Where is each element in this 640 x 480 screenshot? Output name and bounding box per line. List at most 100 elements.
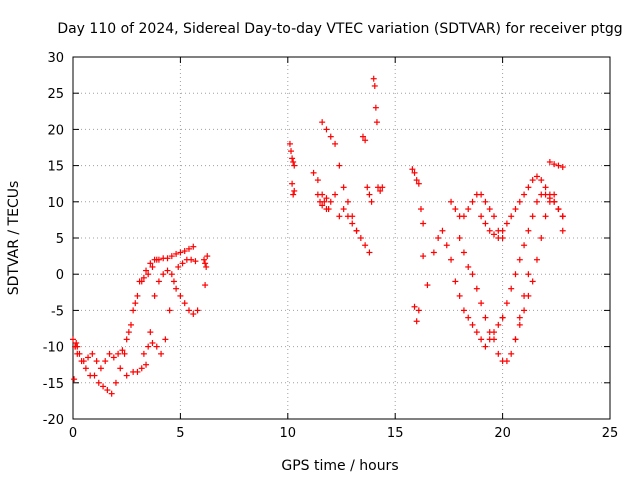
data-point — [349, 213, 356, 220]
y-tick-label: 10 — [47, 196, 64, 211]
data-point — [491, 336, 498, 343]
data-point — [323, 195, 330, 202]
data-point — [415, 180, 422, 187]
data-point — [366, 191, 373, 198]
data-point — [372, 104, 379, 111]
data-point — [559, 227, 566, 234]
data-point — [130, 307, 137, 314]
data-point — [525, 227, 532, 234]
data-point — [91, 372, 98, 379]
data-point — [332, 140, 339, 147]
data-point — [516, 198, 523, 205]
data-point — [559, 213, 566, 220]
y-tick-label: 0 — [56, 268, 64, 283]
data-point — [203, 263, 210, 270]
data-point — [499, 314, 506, 321]
data-point — [175, 263, 182, 270]
x-tick-label: 5 — [176, 426, 184, 441]
data-point — [106, 350, 113, 357]
data-point — [164, 267, 171, 274]
data-point — [516, 314, 523, 321]
data-point — [185, 245, 192, 252]
data-point — [185, 307, 192, 314]
data-point — [164, 255, 171, 262]
data-point — [202, 260, 209, 267]
data-point — [478, 191, 485, 198]
data-point — [138, 365, 145, 372]
data-point — [533, 198, 540, 205]
data-point — [420, 253, 427, 260]
data-point — [533, 256, 540, 263]
data-point — [151, 292, 158, 299]
data-point — [89, 350, 96, 357]
data-point — [482, 198, 489, 205]
data-point — [117, 365, 124, 372]
data-point — [555, 206, 562, 213]
data-point — [74, 350, 81, 357]
data-point — [452, 206, 459, 213]
data-point — [123, 372, 130, 379]
data-point — [173, 250, 180, 257]
data-point — [192, 258, 199, 265]
data-point — [188, 256, 195, 263]
data-point — [491, 231, 498, 238]
data-point — [508, 285, 515, 292]
data-point — [202, 282, 209, 289]
data-point — [289, 155, 296, 162]
data-point — [153, 256, 160, 263]
y-tick-label: 30 — [47, 51, 64, 66]
data-point — [495, 321, 502, 328]
data-point — [71, 376, 78, 383]
data-point — [149, 339, 156, 346]
data-point — [469, 198, 476, 205]
data-point — [349, 220, 356, 227]
data-point — [417, 206, 424, 213]
data-point — [319, 202, 326, 209]
data-point — [325, 206, 332, 213]
data-point — [456, 235, 463, 241]
data-point — [529, 213, 536, 220]
data-point — [112, 379, 119, 386]
data-point — [362, 242, 369, 249]
data-point — [529, 177, 536, 184]
data-point — [551, 191, 558, 198]
data-point — [145, 271, 152, 278]
data-point — [538, 177, 545, 184]
data-point — [443, 242, 450, 249]
x-tick-label: 20 — [494, 426, 511, 441]
data-point — [542, 191, 549, 198]
data-point — [559, 164, 566, 171]
data-point — [516, 256, 523, 263]
data-point — [336, 162, 343, 169]
data-point — [291, 162, 298, 169]
data-point — [288, 148, 295, 155]
data-point — [460, 249, 467, 256]
data-point — [413, 318, 420, 325]
y-axis-label: SDTVAR / TECUs — [6, 181, 22, 296]
data-point — [70, 336, 76, 343]
data-point — [153, 343, 160, 350]
data-point — [140, 350, 147, 357]
data-point — [546, 198, 553, 205]
data-point — [411, 303, 418, 310]
data-point — [551, 161, 558, 168]
data-point — [538, 235, 545, 241]
data-point — [121, 350, 128, 357]
data-point — [123, 336, 130, 343]
data-point — [512, 206, 519, 213]
data-point — [465, 314, 472, 321]
data-point — [357, 235, 364, 241]
data-point — [516, 321, 523, 328]
data-point — [323, 126, 330, 133]
data-point — [319, 119, 326, 126]
data-point — [344, 198, 351, 205]
data-point — [482, 343, 489, 350]
data-point — [473, 329, 480, 336]
data-point — [371, 82, 378, 89]
data-point — [503, 300, 510, 307]
y-tick-label: -20 — [43, 413, 64, 428]
data-point — [194, 307, 201, 314]
data-point — [85, 354, 92, 361]
data-point — [512, 271, 519, 278]
data-point — [340, 206, 347, 213]
